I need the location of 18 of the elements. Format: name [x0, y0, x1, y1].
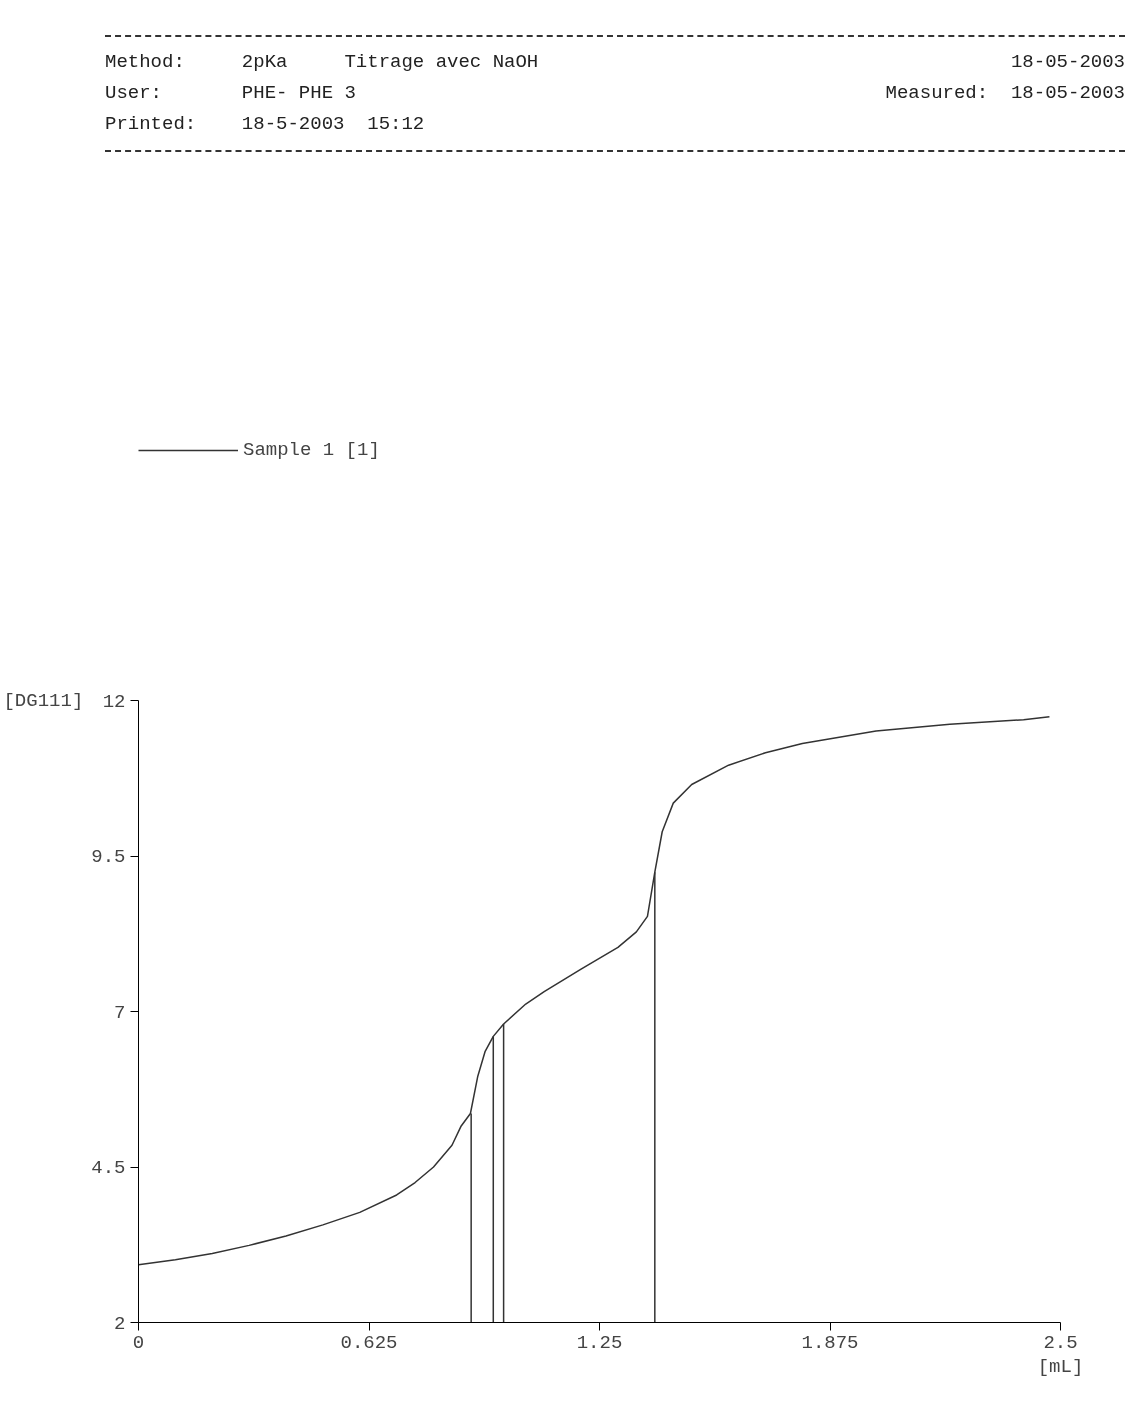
y-tick-label: 2: [114, 1312, 126, 1335]
text: User: PHE- PHE 3: [105, 82, 356, 104]
x-tick-label: 1.25: [576, 1331, 623, 1354]
x-tick-label: 1.875: [801, 1331, 859, 1354]
y-tick-label: 7: [114, 1001, 126, 1024]
text: Printed: 18-5-2003 15:12: [105, 113, 425, 135]
y-tick-label: 4.5: [91, 1157, 126, 1179]
x-tick-label: 2.5: [1043, 1331, 1078, 1354]
y-axis-title: [DG111]: [3, 689, 84, 712]
x-tick-label: 0.625: [340, 1331, 398, 1354]
text: 18-05-2003: [1010, 51, 1125, 73]
text: Sample 1 [1]: [243, 439, 380, 461]
x-axis-title: [mL]: [1037, 1355, 1084, 1378]
text: Method: 2pKa Titrage avec NaOH: [105, 51, 539, 73]
y-tick-label: 9.5: [91, 846, 126, 868]
y-tick-label: 12: [102, 690, 126, 713]
x-tick-label: 0: [132, 1331, 145, 1354]
text: Measured: 18-05-2003: [885, 82, 1125, 104]
